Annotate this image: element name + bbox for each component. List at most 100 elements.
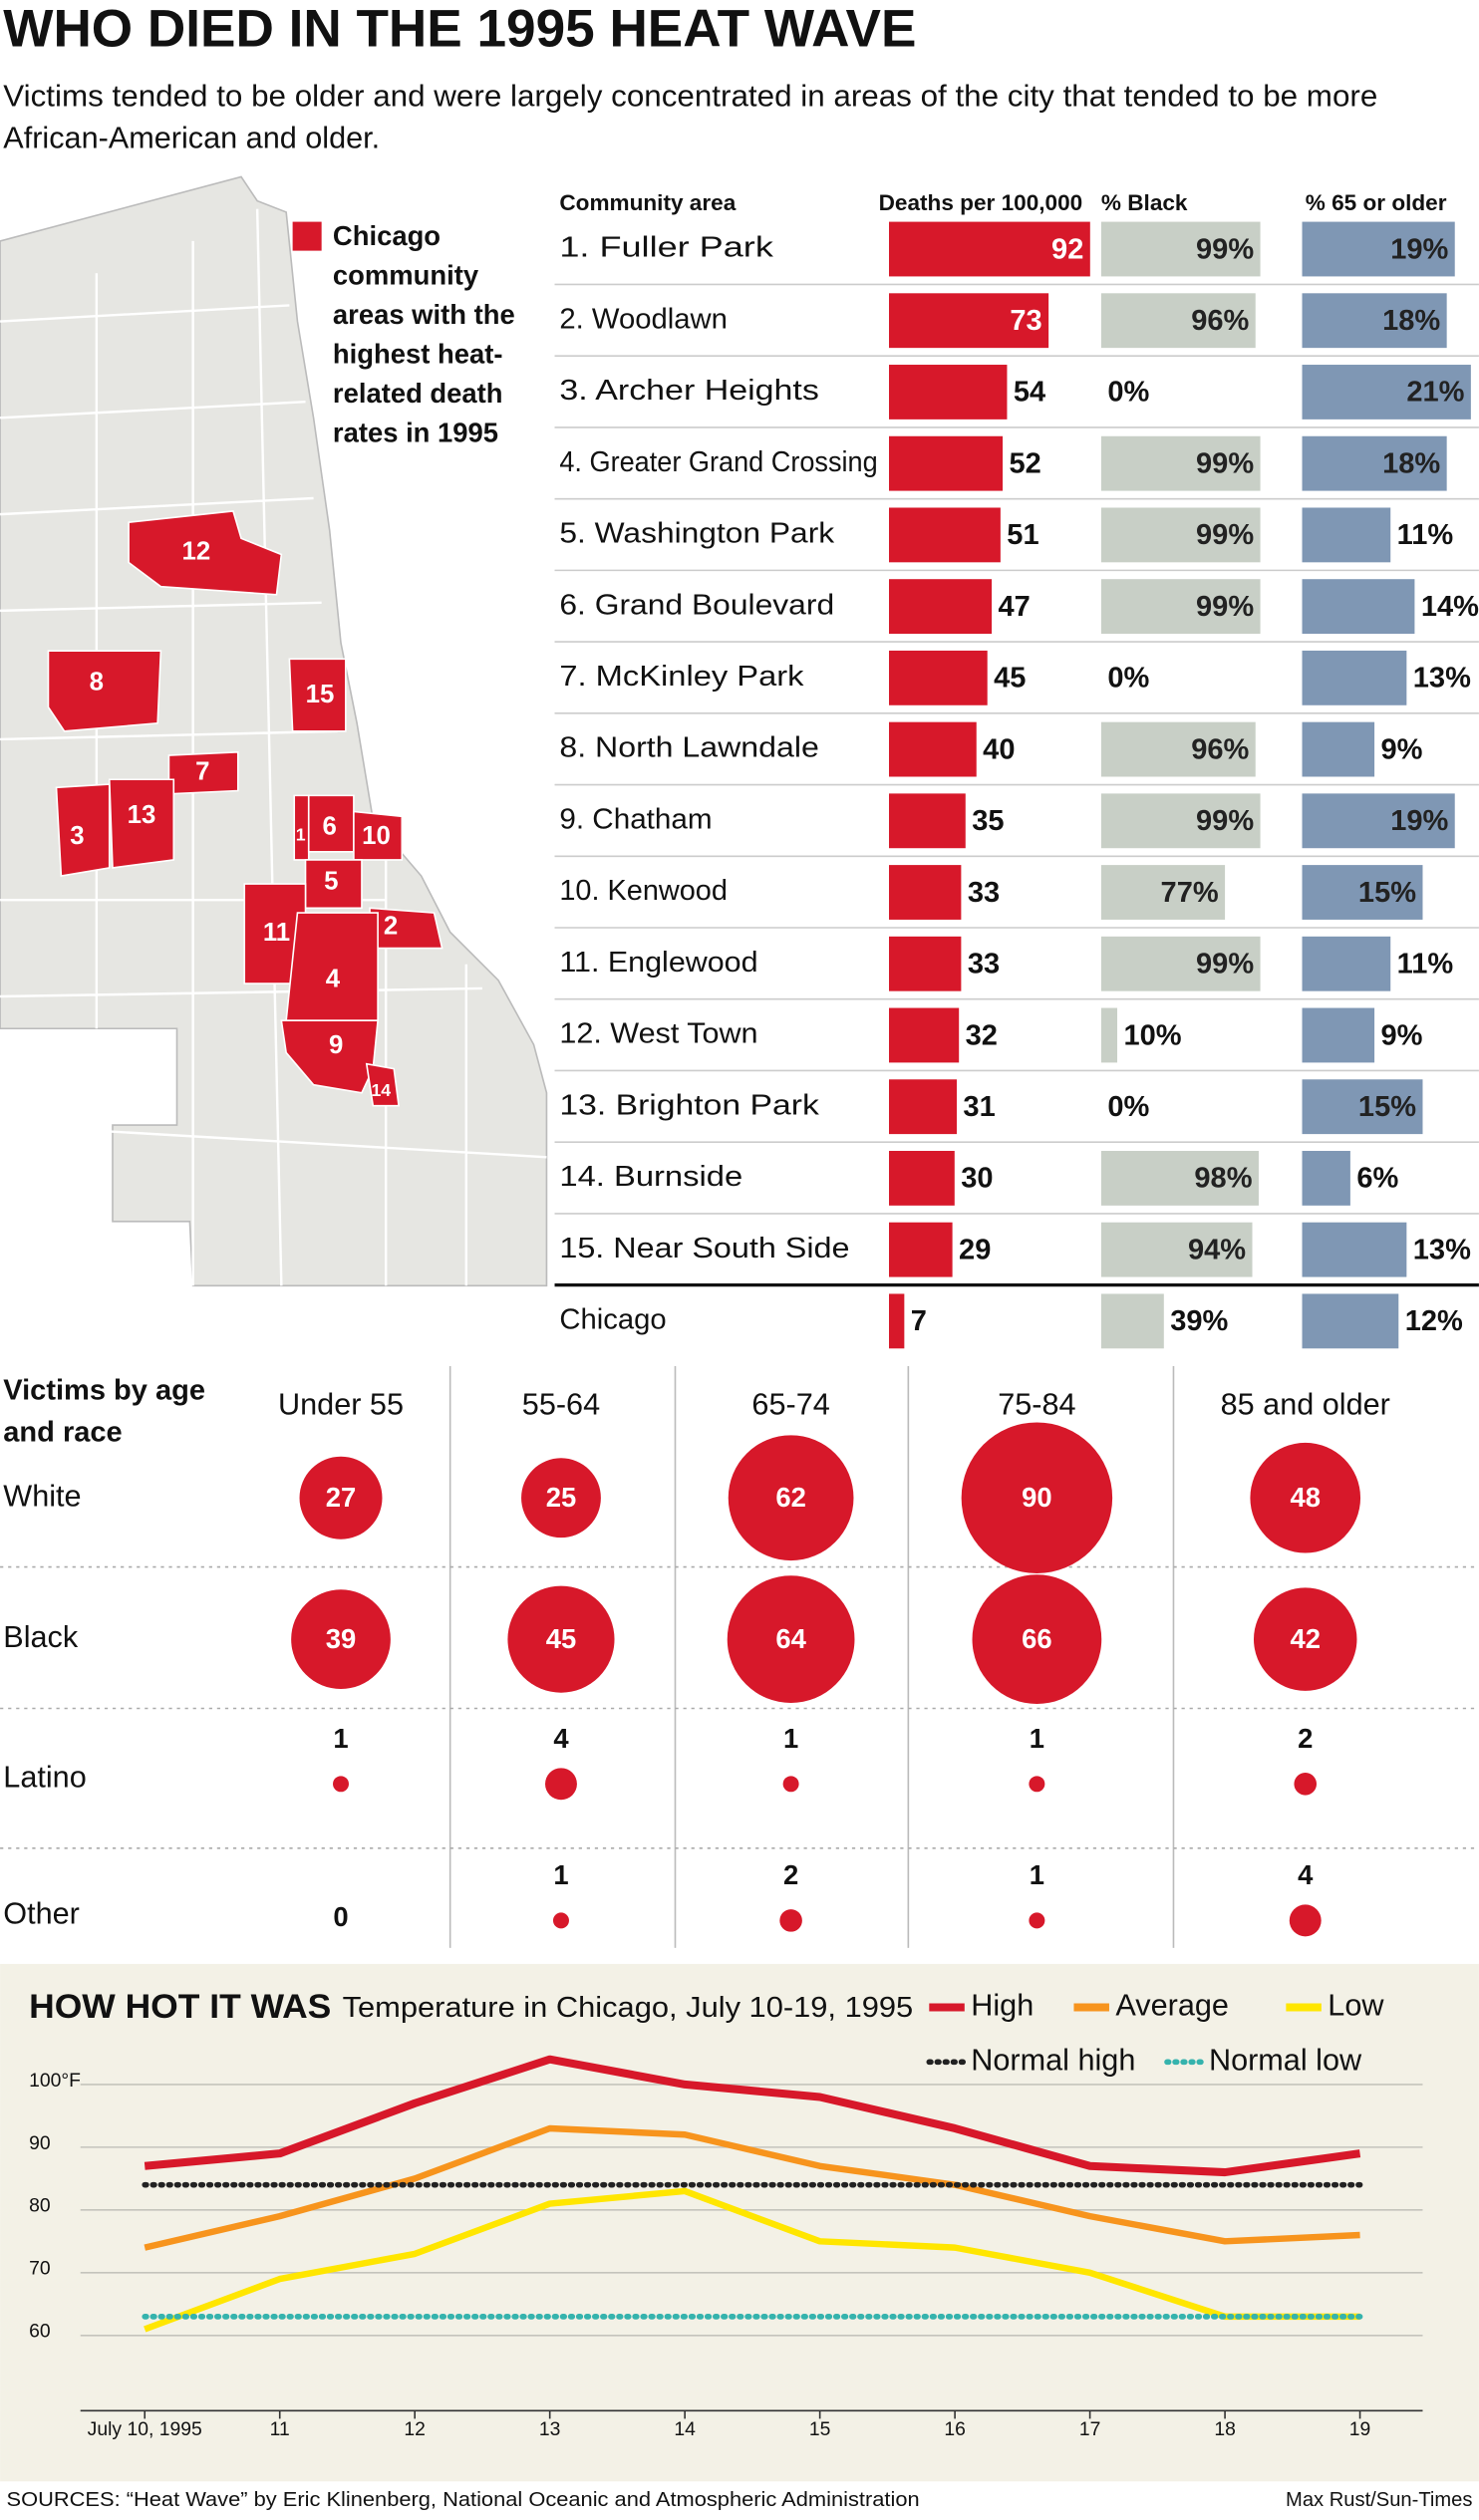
- value-label: 47: [999, 591, 1031, 623]
- value-label: 11%: [1397, 519, 1454, 551]
- value-label: 31: [963, 1091, 995, 1123]
- value-label: 0%: [1107, 1091, 1149, 1123]
- bar: [1100, 793, 1261, 849]
- value-label: 99%: [1196, 591, 1254, 623]
- column-header: 55-64: [522, 1387, 600, 1421]
- bar: [888, 221, 1090, 277]
- value-label: 14%: [1421, 591, 1479, 623]
- row-label: 13. Brighton Park: [559, 1089, 819, 1121]
- y-tick-label: 80: [29, 2195, 51, 2217]
- bar: [1302, 221, 1455, 277]
- bar: [888, 1293, 905, 1349]
- map-label: 15: [306, 681, 335, 708]
- row-label: 11. Englewood: [559, 947, 757, 979]
- bubble: [1250, 1442, 1361, 1553]
- row-label: 2. Woodlawn: [559, 303, 728, 335]
- value-label: 7: [911, 1305, 927, 1337]
- value-label: 99%: [1196, 447, 1254, 479]
- row-label: 14. Burnside: [559, 1161, 742, 1193]
- bar: [1302, 1007, 1375, 1063]
- map-label: 7: [195, 758, 209, 786]
- x-tick-label: 14: [674, 2418, 696, 2440]
- value-label: 51: [1007, 519, 1038, 551]
- value-label: 11%: [1397, 949, 1454, 980]
- value-label: 25: [546, 1482, 576, 1513]
- bar: [888, 1151, 955, 1206]
- bar: [888, 507, 1001, 563]
- bar: [1302, 936, 1391, 991]
- value-label: 21%: [1406, 377, 1464, 409]
- bar: [1100, 865, 1226, 920]
- chart-title: HOW HOT IT WAS: [29, 1988, 331, 2026]
- value-label: 4: [553, 1723, 569, 1754]
- value-label: 64: [775, 1623, 806, 1654]
- column-header: % Black: [1101, 190, 1188, 215]
- bar: [1100, 936, 1261, 991]
- bar: [888, 936, 962, 991]
- bar: [1302, 650, 1407, 705]
- y-tick-label: 60: [29, 2321, 51, 2343]
- bar: [888, 1007, 960, 1063]
- bubble: [1029, 1912, 1045, 1929]
- map-label: 11: [263, 919, 290, 947]
- map-label: 1: [296, 824, 306, 844]
- bar: [1100, 579, 1261, 635]
- map-label: 5: [324, 867, 338, 895]
- value-label: 9%: [1381, 733, 1423, 765]
- bubble: [299, 1456, 383, 1540]
- bar: [888, 1079, 957, 1135]
- value-label: 29: [959, 1234, 991, 1265]
- bar: [1302, 365, 1471, 420]
- value-label: 4: [1298, 1859, 1314, 1890]
- map-label: 3: [70, 822, 84, 850]
- x-tick-label: 11: [270, 2418, 290, 2440]
- value-label: 12%: [1405, 1305, 1463, 1337]
- bubble: [727, 1575, 855, 1704]
- column-header: 65-74: [751, 1387, 829, 1421]
- value-label: 1: [1030, 1859, 1044, 1890]
- bar: [888, 365, 1008, 420]
- credit: Max Rust/Sun-Times: [1286, 2489, 1472, 2511]
- bar: [1302, 865, 1423, 920]
- row-label: 3. Archer Heights: [559, 375, 818, 407]
- value-label: 48: [1290, 1482, 1320, 1513]
- y-tick-label: 90: [29, 2132, 51, 2154]
- bar: [1100, 293, 1256, 349]
- panel-background: [0, 1963, 1479, 2482]
- bar: [1100, 435, 1261, 491]
- chart-title: and race: [3, 1416, 122, 1448]
- x-tick-label: 16: [944, 2418, 966, 2440]
- bar: [1100, 1222, 1253, 1277]
- bar: [888, 721, 977, 777]
- charts: Chicago community areas with the highest he…: [0, 190, 1479, 2511]
- column-header: % 65 or older: [1306, 190, 1447, 215]
- map-label: 4: [326, 966, 341, 993]
- city-outline: [0, 175, 548, 1287]
- highlighted-areas: [47, 510, 444, 1107]
- bar: [1302, 793, 1455, 849]
- value-label: 13%: [1413, 663, 1471, 695]
- legend-label: Low: [1328, 1989, 1384, 2023]
- map-label: 2: [384, 912, 398, 940]
- row-label: Latino: [3, 1761, 86, 1795]
- row-label: 1. Fuller Park: [559, 232, 773, 264]
- value-label: 18%: [1382, 447, 1440, 479]
- bar: [1100, 507, 1261, 563]
- value-label: 0: [333, 1901, 348, 1932]
- column-header: Deaths per 100,000: [879, 190, 1083, 215]
- map-label: 8: [90, 668, 104, 696]
- row-label: 4. Greater Grand Crossing: [559, 446, 877, 478]
- x-tick-label: 17: [1079, 2418, 1101, 2440]
- bubble: [1289, 1904, 1322, 1937]
- value-label: 10%: [1123, 1019, 1181, 1051]
- bar: [888, 1222, 953, 1277]
- map-legend-text: highest heat-: [333, 338, 503, 369]
- bar: [1100, 1293, 1164, 1349]
- row-label: 5. Washington Park: [559, 518, 834, 550]
- bubble: [1029, 1776, 1045, 1793]
- value-label: 90: [1022, 1482, 1051, 1513]
- map-legend-text: community: [333, 259, 479, 290]
- value-label: 19%: [1390, 233, 1448, 265]
- column-header: Under 55: [278, 1387, 404, 1421]
- map-label: 6: [323, 812, 337, 840]
